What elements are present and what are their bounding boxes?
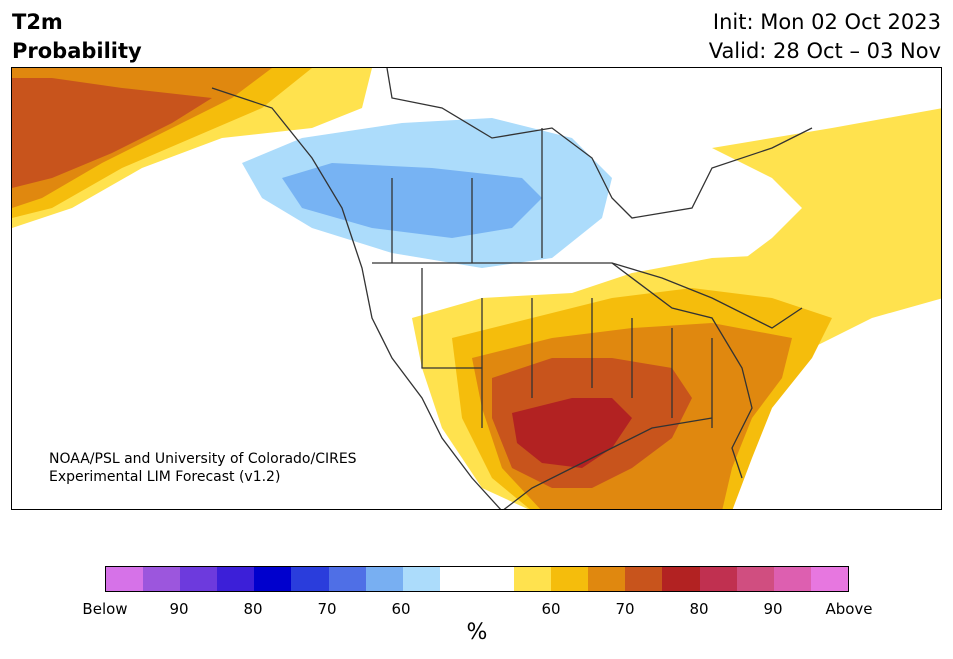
colorbar-segment (180, 567, 218, 591)
credit-text: NOAA/PSL and University of Colorado/CIRE… (49, 450, 357, 486)
date-info: Init: Mon 02 Oct 2023 Valid: 28 Oct – 03… (709, 8, 941, 66)
colorbar-segment (143, 567, 181, 591)
map-title: T2m Probability (12, 8, 142, 66)
colorbar-segment (402, 567, 440, 591)
colorbar-tick-label: 90 (763, 600, 783, 618)
variable-label: T2m (12, 10, 63, 34)
colorbar-segment (662, 567, 700, 591)
credit-line-1: NOAA/PSL and University of Colorado/CIRE… (49, 451, 357, 467)
init-date: Init: Mon 02 Oct 2023 (712, 10, 941, 34)
colorbar-segment (328, 567, 366, 591)
colorbar-tick-label: 60 (391, 600, 411, 618)
subtitle-label: Probability (12, 39, 142, 63)
colorbar-tick-label: Above (825, 600, 873, 618)
colorbar-segment (551, 567, 589, 591)
east-canada-warm (712, 108, 941, 298)
map-canvas (12, 68, 941, 509)
colorbar (105, 566, 849, 592)
colorbar-segment (514, 567, 552, 591)
colorbar-segment (736, 567, 774, 591)
colorbar-segment (217, 567, 255, 591)
coastlines (211, 68, 813, 509)
colorbar-tick-label: 80 (689, 600, 709, 618)
colorbar-tick-label: 90 (169, 600, 189, 618)
colorbar-segment (625, 567, 663, 591)
us-warm-80 (512, 398, 632, 468)
colorbar-segment (476, 567, 515, 591)
colorbar-tick-label: 70 (615, 600, 635, 618)
colorbar-tick-label: 80 (243, 600, 263, 618)
colorbar-segment (439, 567, 477, 591)
colorbar-segment (699, 567, 737, 591)
colorbar-segment (365, 567, 403, 591)
forecast-map: NOAA/PSL and University of Colorado/CIRE… (11, 67, 942, 510)
colorbar-segment (106, 567, 144, 591)
credit-line-2: Experimental LIM Forecast (v1.2) (49, 469, 281, 485)
colorbar-unit: % (466, 620, 488, 645)
colorbar-segment (773, 567, 811, 591)
colorbar-tick-label: 60 (541, 600, 561, 618)
colorbar-tick-label: 70 (317, 600, 337, 618)
colorbar-tick-label: Below (82, 600, 128, 618)
colorbar-segment (810, 567, 848, 591)
colorbar-segment (588, 567, 626, 591)
colorbar-segment (291, 567, 329, 591)
valid-date: Valid: 28 Oct – 03 Nov (708, 39, 941, 63)
alaska-warm-80 (12, 78, 212, 188)
canada-cold-70 (282, 163, 542, 238)
colorbar-segment (254, 567, 292, 591)
